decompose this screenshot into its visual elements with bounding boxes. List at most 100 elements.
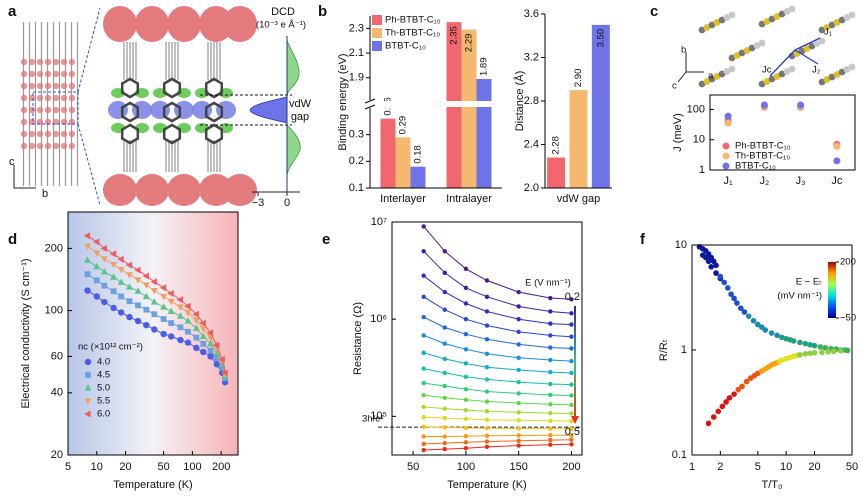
legend-label: Ph-BTBT-C₁₀	[385, 15, 441, 26]
data-point	[221, 369, 228, 377]
axis-label: b	[681, 45, 686, 56]
charge-blob	[20, 82, 28, 90]
data-point	[548, 402, 553, 407]
data-point	[110, 304, 117, 312]
dcd-negative	[249, 96, 288, 124]
data-point	[442, 425, 447, 430]
atom	[758, 39, 766, 47]
y-tick-label: 0.2	[349, 155, 364, 167]
colorbar	[828, 262, 836, 318]
series-line	[423, 352, 572, 374]
data-point	[84, 287, 91, 294]
x-tick-label: 1	[689, 461, 695, 473]
data-point	[421, 314, 426, 320]
charge-blob	[52, 82, 60, 90]
value-label: 2.28	[551, 136, 562, 155]
y-axis-label: Distance (Å)	[513, 71, 526, 132]
data-point	[160, 293, 168, 301]
data-point	[731, 391, 737, 397]
data-point	[442, 434, 447, 439]
data-point	[192, 317, 200, 324]
dcd-tick-label: −3	[252, 197, 265, 209]
data-point	[160, 330, 167, 338]
charge-blob	[68, 106, 76, 114]
data-point	[92, 238, 100, 246]
legend-swatch	[372, 15, 382, 25]
data-point	[548, 442, 553, 447]
legend-swatch	[372, 28, 382, 38]
data-point	[484, 417, 490, 423]
value-label: 3.50	[595, 29, 606, 48]
data-point	[110, 273, 118, 280]
legend-label: 5.0	[97, 383, 110, 394]
y-tick-label: 10⁶	[370, 313, 387, 325]
data-point	[93, 277, 100, 284]
data-point	[548, 295, 553, 301]
charge-blob	[60, 70, 68, 78]
data-point	[516, 410, 521, 415]
data-point	[421, 333, 426, 338]
x-tick-label: Jc	[831, 175, 843, 187]
charge-blob	[36, 142, 44, 150]
charge-blob	[103, 6, 137, 42]
legend-marker	[85, 372, 91, 378]
data-point	[219, 364, 226, 371]
data-point	[109, 250, 117, 258]
data-point	[213, 355, 220, 361]
charge-blob	[36, 106, 44, 114]
charge-blob	[68, 70, 76, 78]
legend-marker	[84, 410, 91, 418]
data-point	[724, 112, 732, 120]
data-point	[569, 419, 574, 424]
data-point	[93, 250, 101, 257]
data-point	[731, 295, 737, 302]
data-point	[822, 344, 829, 351]
data-point	[176, 296, 183, 304]
data-point	[516, 418, 521, 423]
data-point	[548, 392, 553, 398]
data-point	[802, 340, 809, 347]
data-point	[199, 332, 207, 339]
data-point	[484, 323, 490, 328]
data-point	[421, 366, 426, 371]
data-point	[126, 313, 133, 321]
data-point	[463, 347, 469, 352]
data-point	[185, 328, 191, 335]
charge-blob	[60, 58, 68, 66]
ring	[204, 101, 224, 123]
ring	[162, 77, 182, 99]
y-tick-label: 40	[51, 387, 63, 399]
colorbar-label: E − Eₜ	[796, 277, 822, 288]
data-point	[199, 325, 207, 333]
charge-blob	[28, 58, 36, 66]
data-point	[184, 339, 192, 346]
data-point	[463, 387, 469, 392]
x-tick-label: 10	[91, 461, 103, 473]
y-axis-label: Binding energy (eV)	[337, 53, 349, 150]
data-point	[484, 444, 490, 450]
panel-label: d	[8, 231, 17, 248]
data-point	[484, 351, 490, 357]
data-point	[774, 332, 780, 339]
value-label: 1.89	[479, 58, 490, 77]
data-point	[421, 249, 426, 254]
data-point	[797, 101, 805, 109]
data-point	[442, 446, 447, 452]
data-point	[807, 350, 814, 357]
data-point	[739, 383, 745, 390]
y-tick-label: 60	[51, 350, 63, 362]
data-point	[484, 433, 490, 439]
charge-blob	[44, 142, 52, 150]
data-point	[569, 297, 574, 302]
charge-blob	[135, 174, 169, 206]
data-point	[516, 342, 521, 347]
legend-label: BTBT-C₁₀	[385, 41, 426, 52]
legend-marker	[84, 384, 92, 391]
value-label: 2.29	[464, 34, 475, 53]
x-tick-label: 20	[808, 461, 820, 473]
gap-label: vdW	[289, 98, 312, 110]
x-tick-label: 100	[183, 461, 201, 473]
data-point	[734, 300, 740, 306]
data-point	[516, 391, 521, 396]
data-point	[442, 341, 447, 346]
